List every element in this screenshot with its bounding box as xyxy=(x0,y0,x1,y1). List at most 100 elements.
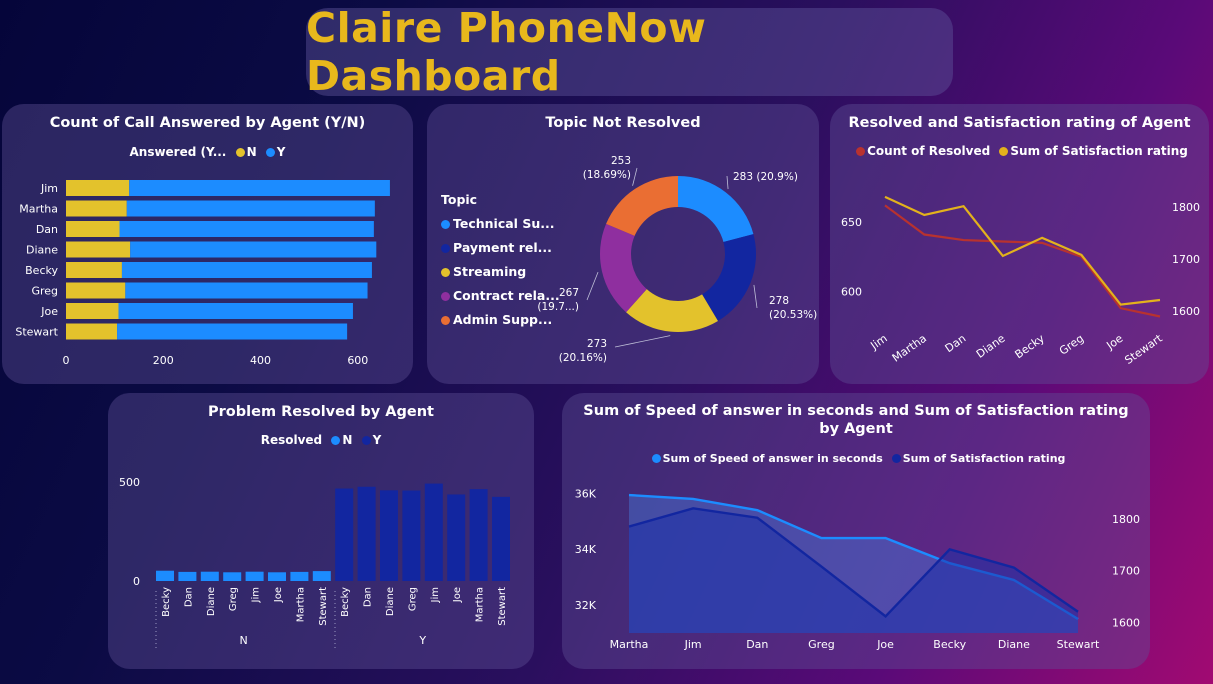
x-category-label: Diane xyxy=(974,332,1008,361)
donut-label-value: 278 xyxy=(769,295,789,307)
topic-legend-item: Admin Supp... xyxy=(441,308,560,332)
legend-n-dot xyxy=(235,148,245,157)
problem-title: Problem Resolved by Agent xyxy=(208,404,434,420)
dashboard-title: Claire PhoneNow Dashboard xyxy=(306,4,707,100)
bar-y xyxy=(119,221,374,237)
bar-y xyxy=(357,486,376,581)
legend-satisfaction: Sum of Satisfaction rating xyxy=(1010,144,1188,158)
bar-n xyxy=(156,570,174,581)
resolved-sat-panel[interactable]: Resolved and Satisfaction rating of Agen… xyxy=(830,104,1209,384)
left-axis-tick: 600 xyxy=(841,285,862,298)
x-tick-label: 200 xyxy=(153,354,174,367)
bar-n xyxy=(66,221,120,237)
agent-label: Jim xyxy=(251,587,262,603)
resolved-sat-title: Resolved and Satisfaction rating of Agen… xyxy=(848,115,1191,131)
donut-label-percent: (20.16%) xyxy=(559,352,607,364)
bar-n xyxy=(66,303,119,319)
right-axis-tick: 1800 xyxy=(1112,513,1140,526)
bar-n xyxy=(66,180,130,196)
donut-leader-line xyxy=(614,335,671,348)
legend-resolved-dot xyxy=(856,147,866,156)
bar-n xyxy=(290,571,309,581)
agent-label: Joe xyxy=(273,587,284,603)
right-axis-tick: 1800 xyxy=(1172,201,1200,214)
donut-label-value: 253 xyxy=(611,155,631,167)
bar-n xyxy=(178,571,197,581)
agent-label: Stewart xyxy=(497,587,508,626)
bar-n xyxy=(223,572,242,581)
agent-label: Becky xyxy=(25,264,58,277)
legend-speed-sat: Sum of Satisfaction rating xyxy=(902,452,1066,465)
legend-label: Payment rel... xyxy=(453,240,552,255)
bar-n xyxy=(200,571,219,581)
bar-y xyxy=(447,494,466,581)
topic-title: Topic Not Resolved xyxy=(545,115,701,131)
donut-leader-line xyxy=(632,167,638,186)
legend-y-dot xyxy=(265,148,275,157)
legend-speed-sat-dot xyxy=(891,454,901,463)
bar-n xyxy=(66,200,127,217)
donut-label: 283 (20.9%) xyxy=(733,171,798,183)
agent-label: Martha xyxy=(475,587,486,622)
donut-label-percent: (18.69%) xyxy=(583,169,631,181)
donut-slice xyxy=(678,176,754,243)
answered-legend: Answered (Y... N Y xyxy=(2,145,413,159)
bar-y xyxy=(118,303,353,319)
y-tick-label: 500 xyxy=(119,476,140,489)
problem-chart: 0 500 Becky Dan Diane Greg Jim Joe Martha Stewart… xyxy=(119,476,510,651)
resolved-sat-chart: 600 650 1600 1700 1800 Jim Martha Dan Diane Becky… xyxy=(841,195,1200,367)
x-category-label: Martha xyxy=(610,638,649,651)
right-axis-tick: 1600 xyxy=(1112,617,1140,630)
left-axis-tick: 32K xyxy=(575,599,597,612)
bar-y xyxy=(492,496,510,581)
agent-label: Greg xyxy=(228,587,239,611)
topic-legend-item: Contract rela... xyxy=(441,284,560,308)
y-tick-label: 0 xyxy=(133,575,140,588)
area-series xyxy=(629,508,1078,633)
bar-y xyxy=(402,490,421,581)
line-series xyxy=(884,204,1161,318)
bar-y xyxy=(335,488,354,581)
legend-label: Streaming xyxy=(453,264,527,279)
left-axis-tick: 34K xyxy=(575,543,597,556)
legend-resolved: Count of Resolved xyxy=(867,144,991,158)
legend-label: Admin Supp... xyxy=(453,312,553,327)
answered-chart: Jim Martha Dan Diane Becky Greg Joe Stewart 0 200… xyxy=(15,180,390,367)
donut-leader-line xyxy=(726,175,729,190)
agent-label: Dan xyxy=(36,223,58,236)
x-category-label: Greg xyxy=(808,638,835,651)
answered-panel[interactable]: Count of Call Answered by Agent (Y/N) An… xyxy=(2,104,413,384)
donut-leader-line xyxy=(586,271,599,301)
topic-panel[interactable]: Topic Not Resolved Topic Technical Su...… xyxy=(427,104,819,384)
right-axis-tick: 1600 xyxy=(1172,305,1200,318)
topic-legend-item: Payment rel... xyxy=(441,236,560,260)
bar-y xyxy=(125,282,368,299)
legend-speed: Sum of Speed of answer in seconds xyxy=(662,452,883,465)
problem-panel[interactable]: Problem Resolved by Agent Resolved N Y 0… xyxy=(108,393,534,669)
x-category-label: Jim xyxy=(868,332,890,353)
bar-n xyxy=(268,572,286,581)
x-category-label: Becky xyxy=(933,638,966,651)
donut-slice xyxy=(606,176,678,236)
right-axis-tick: 1700 xyxy=(1112,565,1140,578)
legend-satisfaction-dot xyxy=(999,147,1009,156)
legend-n-dot xyxy=(331,436,341,445)
donut-label-percent: (20.53%) xyxy=(769,309,817,321)
legend-label: Contract rela... xyxy=(453,288,560,303)
answered-legend-n: N xyxy=(246,145,257,159)
agent-label: Dan xyxy=(363,587,374,607)
line-series xyxy=(884,195,1161,306)
x-category-label: Joe xyxy=(1103,332,1125,353)
x-category-label: Stewart xyxy=(1122,331,1165,366)
bar-y xyxy=(130,241,377,258)
speed-panel[interactable]: Sum of Speed of answer in seconds and Su… xyxy=(562,393,1150,669)
left-axis-tick: 650 xyxy=(841,216,862,229)
x-tick-label: 0 xyxy=(63,354,70,367)
agent-label: Diane xyxy=(26,244,58,257)
problem-legend-y: Y xyxy=(372,433,382,447)
dashboard-title-box: Claire PhoneNow Dashboard xyxy=(306,4,953,100)
legend-speed-dot xyxy=(651,454,661,463)
agent-label: Becky xyxy=(340,587,351,617)
bar-n xyxy=(66,323,118,340)
problem-legend-n: N xyxy=(342,433,353,447)
